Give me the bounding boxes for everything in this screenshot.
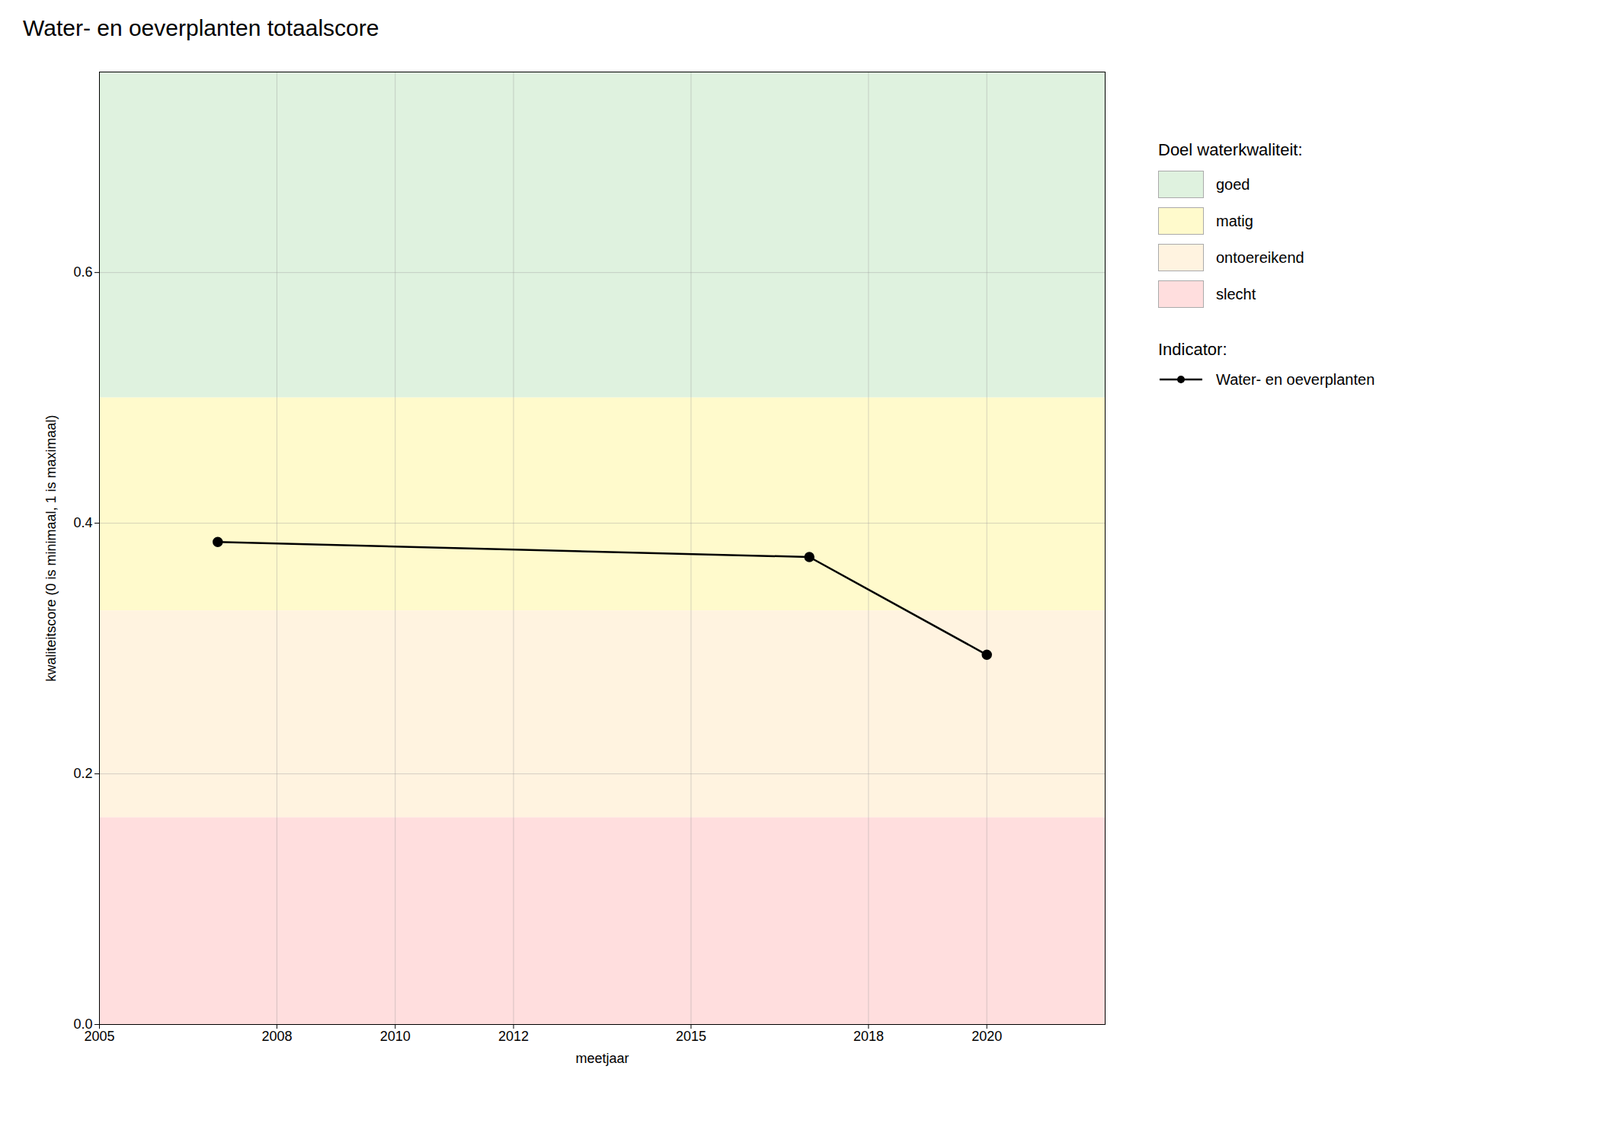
html-text:goed: goed — [1216, 175, 1250, 193]
svg-text:0.6: 0.6 — [73, 264, 93, 280]
svg-text:2015: 2015 — [675, 1028, 707, 1044]
svg-text:2008: 2008 — [261, 1028, 292, 1044]
html-text:Water- en oeverplanten: Water- en oeverplanten — [1216, 370, 1375, 388]
svg-text:2005: 2005 — [84, 1028, 115, 1045]
html-text:Water- en oeverplanten totaals: Water- en oeverplanten totaalscore — [22, 15, 380, 41]
html-text:slecht: slecht — [1216, 285, 1256, 303]
html-text:Doel waterkwaliteit:: Doel waterkwaliteit: — [1158, 140, 1303, 160]
svg-text:kwaliteitscore (0 is minimaal,: kwaliteitscore (0 is minimaal, 1 is maxi… — [43, 414, 59, 682]
html-text:matig: matig — [1216, 212, 1254, 229]
html-text:ontoereikend: ontoereikend — [1216, 248, 1305, 266]
svg-text:0.4: 0.4 — [73, 515, 93, 531]
svg-text:0.2: 0.2 — [73, 765, 93, 781]
svg-text:2020: 2020 — [971, 1028, 1002, 1044]
svg-text:meetjaar: meetjaar — [575, 1050, 629, 1066]
svg-text:2010: 2010 — [380, 1028, 411, 1044]
svg-text:2018: 2018 — [853, 1028, 884, 1044]
svg-text:2012: 2012 — [498, 1028, 529, 1044]
html-text:Indicator:: Indicator: — [1158, 339, 1228, 359]
svg-text:0.0: 0.0 — [73, 1016, 93, 1032]
